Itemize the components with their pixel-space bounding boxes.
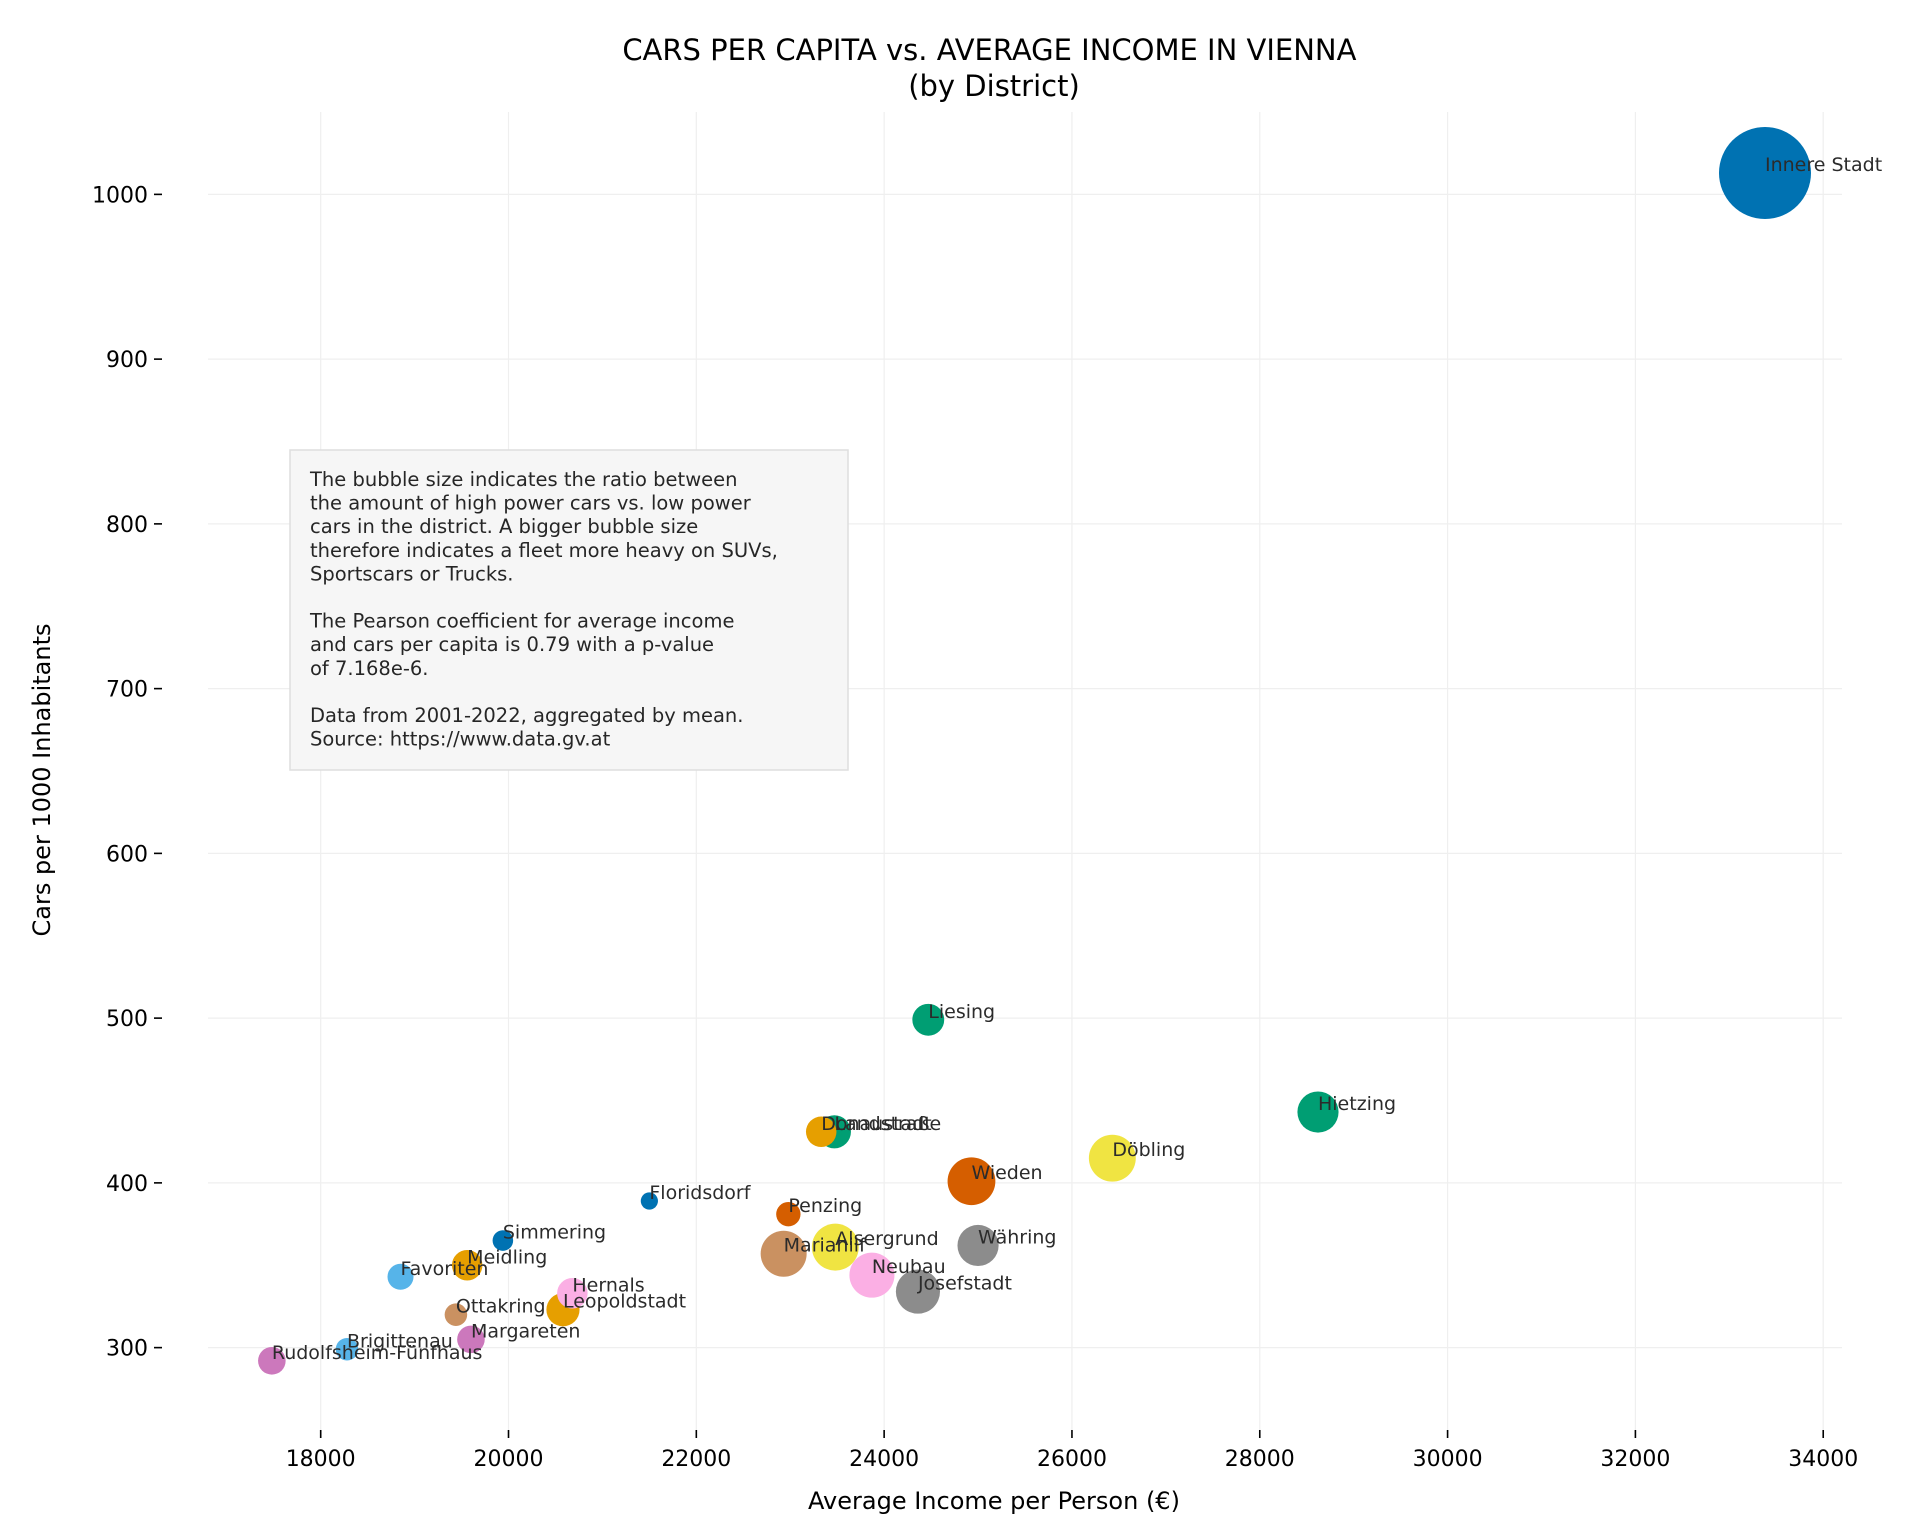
data-point (811, 1223, 859, 1271)
y-tick-label: 800 (106, 513, 148, 538)
annotation-line: of 7.168e-6. (310, 657, 428, 680)
data-point (912, 1003, 945, 1036)
annotation-text: The bubble size indicates the ratio betw… (309, 468, 778, 751)
data-point (258, 1347, 286, 1375)
x-tick-label: 20000 (474, 1447, 544, 1472)
annotation-line: Sportscars or Trucks. (310, 562, 514, 585)
point-label: Leopoldstadt (563, 1291, 686, 1313)
data-point (760, 1230, 807, 1277)
y-tick-label: 900 (106, 348, 148, 373)
point-label: Rudolfsheim-Fünfhaus (272, 1342, 483, 1364)
point-label: Josefstadt (917, 1273, 1012, 1295)
x-tick-label: 26000 (1037, 1447, 1107, 1472)
data-point (444, 1303, 468, 1326)
data-point (957, 1224, 999, 1267)
data-point (1088, 1134, 1136, 1182)
point-label: Döbling (1112, 1139, 1185, 1161)
point-label: Alsergrund (835, 1228, 938, 1250)
annotation-line: therefore indicates a fleet more heavy o… (310, 539, 778, 562)
point-label: Neubau (872, 1256, 946, 1278)
y-tick-label: 400 (106, 1172, 148, 1197)
x-tick-label: 28000 (1225, 1447, 1295, 1472)
point-label: Währing (978, 1226, 1056, 1248)
point-label: Innere Stadt (1765, 154, 1882, 176)
point-label: Landstraße (834, 1113, 941, 1135)
data-point (640, 1192, 658, 1210)
annotation-line: Source: https://www.data.gv.at (310, 728, 611, 751)
point-label: Donaustadt (821, 1113, 931, 1135)
annotation-box-background (289, 449, 849, 771)
data-point (776, 1202, 801, 1227)
point-label: Meidling (467, 1246, 547, 1268)
data-points (258, 126, 1811, 1375)
data-point (335, 1338, 359, 1361)
data-point (557, 1278, 588, 1309)
point-label: Simmering (503, 1222, 606, 1244)
point-label: Penzing (788, 1195, 862, 1217)
annotation-line: and cars per capita is 0.79 with a p-val… (310, 633, 714, 656)
x-tick-label: 18000 (286, 1447, 356, 1472)
point-label: Floridsdorf (649, 1182, 751, 1204)
y-axis-label: Cars per 1000 Inhabitants (28, 623, 56, 936)
data-point (492, 1230, 514, 1251)
chart-title-line-1: CARS PER CAPITA vs. AVERAGE INCOME IN VI… (622, 33, 1356, 67)
x-tick-label: 24000 (849, 1447, 919, 1472)
point-label: Hernals (572, 1274, 644, 1296)
grid-lines (208, 112, 1842, 1430)
point-label: Liesing (928, 1001, 995, 1023)
annotation-box: The bubble size indicates the ratio betw… (289, 449, 849, 771)
data-point (387, 1263, 414, 1290)
annotation-line: The bubble size indicates the ratio betw… (309, 468, 738, 491)
point-label: Hietzing (1318, 1093, 1396, 1115)
point-label: Wieden (971, 1162, 1042, 1184)
point-label: Ottakring (456, 1296, 546, 1318)
data-point (947, 1157, 996, 1206)
y-tick-label: 1000 (92, 183, 148, 208)
data-point (805, 1116, 837, 1148)
x-axis-label: Average Income per Person (€) (808, 1487, 1180, 1515)
data-point (849, 1252, 895, 1298)
y-tick-label: 300 (106, 1337, 148, 1362)
annotation-line: cars in the district. A bigger bubble si… (310, 515, 698, 538)
point-labels: Innere Stadt Liesing Hietzing LandstraßeDon… (272, 154, 1882, 1364)
chart-title-line-2: (by District) (908, 69, 1080, 103)
annotation-line: The Pearson coefficient for average inco… (309, 610, 734, 633)
x-tick-label: 34000 (1788, 1447, 1858, 1472)
data-point (451, 1249, 483, 1281)
data-point (1297, 1091, 1339, 1133)
point-label: Favoriten (401, 1258, 489, 1280)
x-tick-label: 22000 (661, 1447, 731, 1472)
data-point (457, 1325, 485, 1354)
axis-ticks: 18000 20000 22000 24000 26000 28000 30000 32000… (92, 183, 1858, 1472)
point-label: Brigittenau (347, 1330, 453, 1352)
data-point (1718, 126, 1811, 219)
point-label: Mariahilf (784, 1235, 867, 1257)
x-tick-label: 30000 (1413, 1447, 1483, 1472)
chart-title: CARS PER CAPITA vs. AVERAGE INCOME IN VI… (622, 33, 1365, 103)
y-tick-label: 600 (106, 842, 148, 867)
point-label: Margareten (471, 1320, 580, 1342)
data-point (895, 1269, 941, 1314)
y-tick-label: 500 (106, 1007, 148, 1032)
annotation-line: the amount of high power cars vs. low po… (310, 492, 752, 515)
x-tick-label: 32000 (1600, 1447, 1670, 1472)
annotation-line: Data from 2001-2022, aggregated by mean. (310, 704, 743, 727)
y-tick-label: 700 (106, 678, 148, 703)
